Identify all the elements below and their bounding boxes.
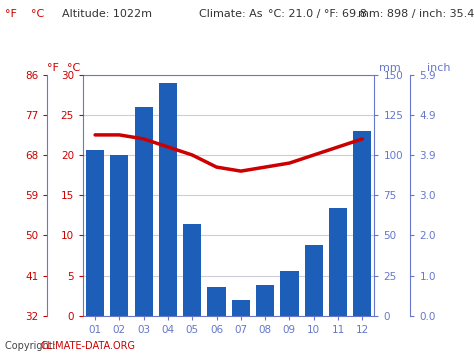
Text: Copyright:: Copyright: (5, 342, 59, 351)
Text: °F: °F (47, 63, 59, 73)
Bar (86, 150, 104, 316)
Text: Altitude: 1022m: Altitude: 1022m (62, 9, 152, 19)
Text: CLIMATE-DATA.ORG: CLIMATE-DATA.ORG (40, 342, 135, 351)
Bar (305, 245, 323, 316)
Text: mm: mm (379, 63, 401, 73)
Text: °C: °C (31, 9, 44, 19)
Bar (280, 271, 299, 316)
Bar (110, 155, 128, 316)
Text: °F: °F (5, 9, 17, 19)
Bar (232, 300, 250, 316)
Bar (183, 224, 201, 316)
Bar (353, 131, 372, 316)
Text: °C: 21.0 / °F: 69.8: °C: 21.0 / °F: 69.8 (268, 9, 367, 19)
Bar (256, 285, 274, 316)
Text: °C: °C (67, 63, 81, 73)
Text: inch: inch (427, 63, 450, 73)
Text: mm: 898 / inch: 35.4: mm: 898 / inch: 35.4 (358, 9, 474, 19)
Bar (135, 107, 153, 316)
Bar (208, 287, 226, 316)
Bar (329, 208, 347, 316)
Bar (159, 83, 177, 316)
Text: Climate: As: Climate: As (199, 9, 263, 19)
